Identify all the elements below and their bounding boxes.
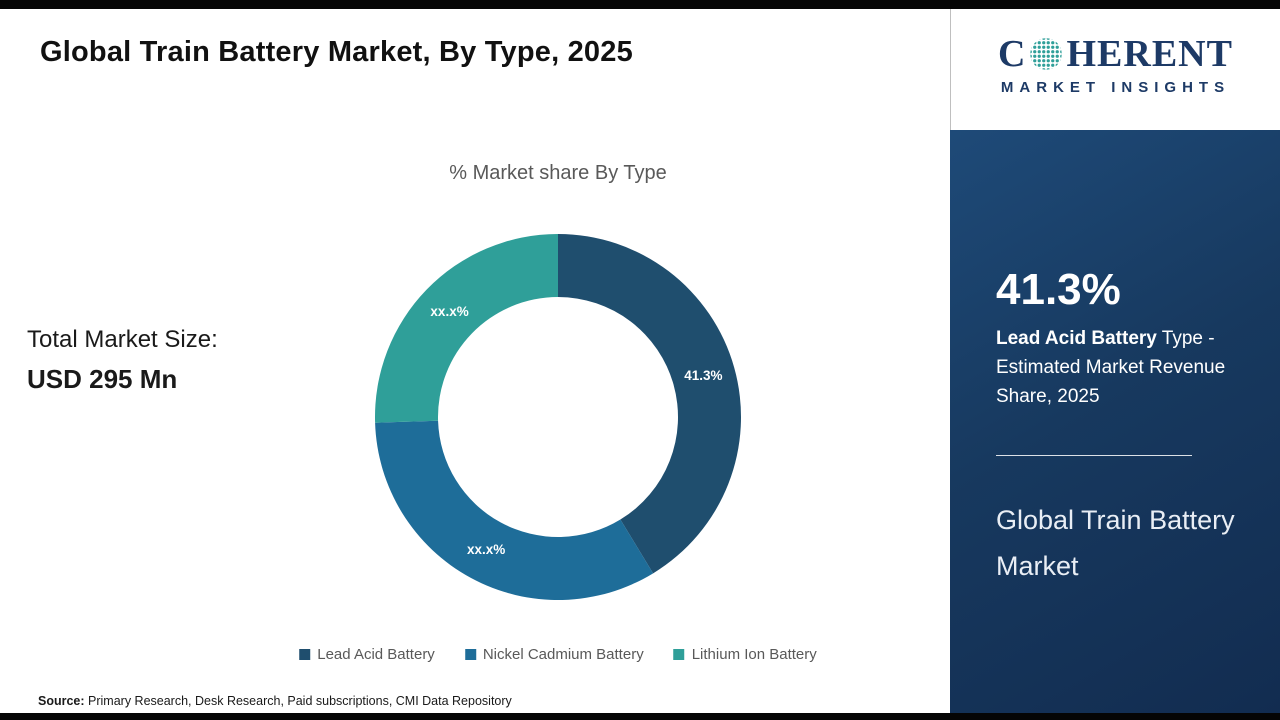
donut-segment-label-0: 41.3%: [684, 368, 722, 383]
chart-legend: Lead Acid Battery Nickel Cadmium Battery L…: [299, 646, 817, 663]
bottom-black-bar: [0, 713, 1280, 720]
legend-label: Lithium Ion Battery: [691, 646, 817, 663]
panel-divider: [996, 455, 1192, 456]
chart-subtitle: % Market share By Type: [449, 162, 667, 184]
stat-description-bold: Lead Acid Battery: [996, 328, 1157, 349]
donut-segment-label-1: xx.x%: [467, 542, 505, 557]
donut-segment-1: [375, 420, 654, 600]
total-market-value: USD 295 Mn: [27, 364, 178, 394]
page-title: Global Train Battery Market, By Type, 20…: [40, 36, 633, 68]
donut-chart: 41.3% xx.x% xx.x%: [375, 234, 741, 600]
legend-item: Nickel Cadmium Battery: [464, 646, 644, 663]
top-black-bar: [0, 0, 1280, 9]
source-text: Primary Research, Desk Research, Paid su…: [84, 694, 512, 708]
stat-description: Lead Acid Battery Type - Estimated Marke…: [996, 325, 1231, 412]
globe-dots-icon: [1030, 37, 1063, 70]
logo-text-rest: HERENT: [1066, 32, 1233, 75]
legend-label: Nickel Cadmium Battery: [482, 646, 644, 663]
legend-swatch: [464, 649, 476, 660]
legend-label: Lead Acid Battery: [317, 646, 435, 663]
legend-item: Lithium Ion Battery: [673, 646, 817, 663]
donut-segment-0: [558, 234, 741, 574]
logo-text-start: C: [998, 32, 1027, 75]
legend-swatch: [673, 649, 685, 660]
legend-swatch: [299, 649, 311, 660]
total-market-block: Total Market Size: USD 295 Mn: [27, 326, 218, 395]
sidebar: C HERENT MARKET INSIGHTS 41.3% Lead Acid…: [950, 0, 1280, 720]
source-label: Source:: [38, 694, 85, 708]
brand-logo: C HERENT: [998, 35, 1233, 73]
stat-value: 41.3%: [996, 265, 1121, 314]
stat-description-rest: Type - Estimated Market Revenue Share, 2…: [996, 328, 1226, 407]
donut-segment-2: [375, 234, 558, 423]
sidebar-navy-panel: 41.3% Lead Acid Battery Type - Estimated…: [950, 130, 1280, 720]
total-market-label: Total Market Size:: [27, 326, 218, 353]
logo-area: C HERENT MARKET INSIGHTS: [950, 0, 1280, 130]
market-name: Global Train Battery Market: [996, 505, 1235, 581]
legend-item: Lead Acid Battery: [299, 646, 435, 663]
source-line: Source: Primary Research, Desk Research,…: [38, 694, 512, 708]
donut-chart-wrap: 41.3% xx.x% xx.x%: [368, 227, 748, 607]
donut-segment-label-2: xx.x%: [430, 304, 468, 319]
logo-tagline: MARKET INSIGHTS: [1000, 78, 1231, 96]
main-chart-area: Global Train Battery Market, By Type, 20…: [27, 36, 817, 708]
